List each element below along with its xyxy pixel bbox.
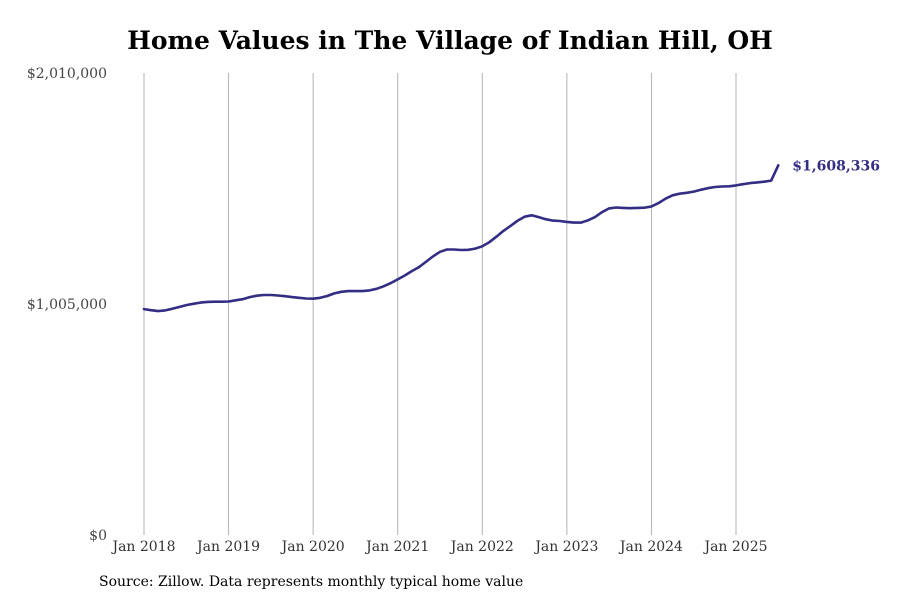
x-tick-label: Jan 2023 (533, 539, 598, 555)
x-tick-label: Jan 2025 (702, 539, 767, 555)
x-tick-label: Jan 2021 (364, 539, 429, 555)
x-tick-label: Jan 2019 (195, 539, 260, 555)
y-tick-label: $0 (89, 528, 107, 544)
series-line (142, 164, 780, 313)
x-tick-label: Jan 2020 (280, 539, 345, 555)
y-tick-label: $1,005,000 (27, 297, 107, 313)
source-note: Source: Zillow. Data represents monthly … (99, 574, 524, 590)
x-tick-label: Jan 2018 (110, 539, 175, 555)
x-tick-label: Jan 2024 (618, 539, 683, 555)
x-axis: Jan 2018 Jan 2019 Jan 2020 Jan 2021 Jan 2022… (110, 539, 767, 555)
grid-lines (143, 73, 737, 535)
y-axis: $0 $1,005,000 $2,010,000 (27, 66, 107, 544)
x-tick-label: Jan 2022 (449, 539, 514, 555)
y-tick-label: $2,010,000 (27, 66, 107, 82)
series-group (142, 164, 780, 313)
end-value-label: $1,608,336 (792, 158, 880, 174)
chart-title: Home Values in The Village of Indian Hil… (127, 26, 773, 55)
annotations: $1,608,336 (792, 158, 880, 174)
